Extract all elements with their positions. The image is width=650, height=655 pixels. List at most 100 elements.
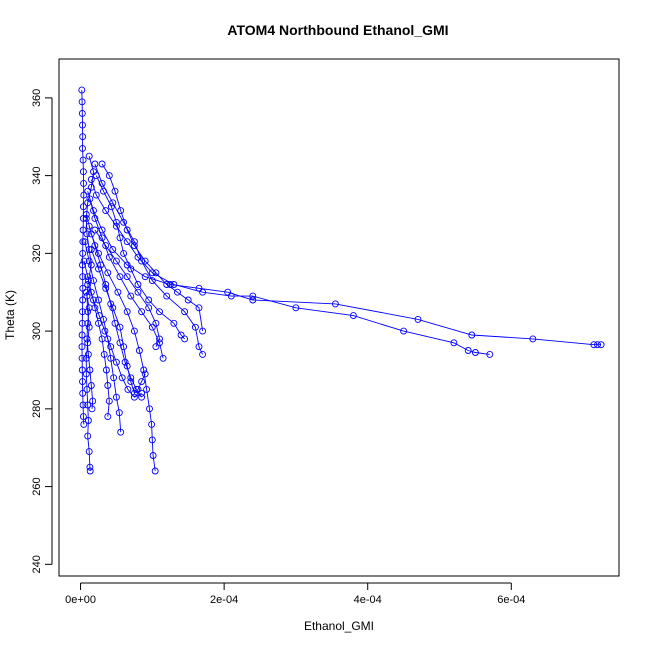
data-point [117,428,125,436]
data-point [85,257,93,265]
data-point [170,319,178,327]
data-point [104,382,112,389]
data-point [78,343,86,351]
data-series [91,160,207,358]
data-point [100,187,107,195]
data-point [124,385,132,393]
data-point [80,191,88,199]
data-point [114,288,122,296]
data-point [109,304,117,312]
data-point [110,374,118,382]
data-point [195,304,203,312]
data-point [107,343,115,351]
data-point [152,269,160,277]
data-point [87,246,95,253]
y-tick-label: 320 [31,244,43,262]
data-point [111,187,119,195]
series-line [88,226,142,398]
data-point [102,284,110,292]
series-line [83,260,110,417]
data-point [98,160,106,168]
data-point [249,292,257,300]
data-point [111,319,119,327]
data-series [82,211,159,475]
data-point [79,249,87,257]
y-tick-label: 340 [31,166,43,184]
data-point [84,281,92,288]
data-point [138,378,146,386]
data-point [85,448,93,456]
data-point [79,133,87,141]
series-line [94,229,160,347]
data-point [100,350,108,358]
data-point [123,362,131,370]
data-point [105,172,113,180]
data-point [85,304,93,312]
data-point [117,207,125,215]
data-point [590,341,598,349]
y-tick-label: 240 [31,555,43,573]
y-tick-label: 280 [31,400,43,418]
data-point [105,397,113,405]
data-point [78,354,86,362]
y-axis-label: Theta (K) [3,290,17,340]
data-point [80,179,88,187]
data-point [145,296,153,304]
data-point [78,98,86,106]
data-point [104,269,112,277]
data-point [81,238,89,246]
data-series [82,288,97,413]
data-point [156,335,163,343]
data-point [83,292,91,300]
data-point [127,292,135,300]
data-point [82,370,90,378]
data-series [98,160,207,335]
data-point [98,335,106,343]
data-point [331,300,339,308]
data-point [84,350,92,358]
data-point [98,179,106,187]
data-point [148,420,156,428]
data-point [89,397,97,405]
data-point [97,261,105,269]
data-point [127,265,135,273]
data-point [116,273,124,281]
series-line [87,284,142,398]
data-point [292,304,300,312]
data-point [349,312,357,320]
data-point [468,331,476,339]
data-point [148,323,156,331]
data-point [120,249,128,257]
data-point [78,109,86,117]
data-point [123,238,131,246]
data-point [91,160,99,168]
data-point [86,467,94,475]
data-point [184,296,192,304]
data-point [116,323,124,331]
data-point [78,319,86,327]
data-point [107,354,115,362]
data-point [177,331,185,339]
data-point [79,413,87,421]
data-point [79,273,87,281]
data-point [91,242,99,250]
chart-title: ATOM4 Northbound Ethanol_GMI [227,22,448,38]
data-point [85,222,93,230]
data-series [80,257,113,421]
y-tick-label: 260 [31,477,43,495]
y-tick-label: 300 [31,322,43,340]
data-point [102,207,110,215]
data-point [115,409,123,417]
data-point [123,308,131,316]
data-point [79,401,87,409]
x-tick-label: 4e-04 [354,594,382,606]
data-point [79,121,86,129]
data-point [87,183,95,191]
data-point [249,296,257,304]
data-point [130,393,138,401]
data-series [78,86,88,428]
data-point [84,417,92,424]
data-point [140,366,148,374]
